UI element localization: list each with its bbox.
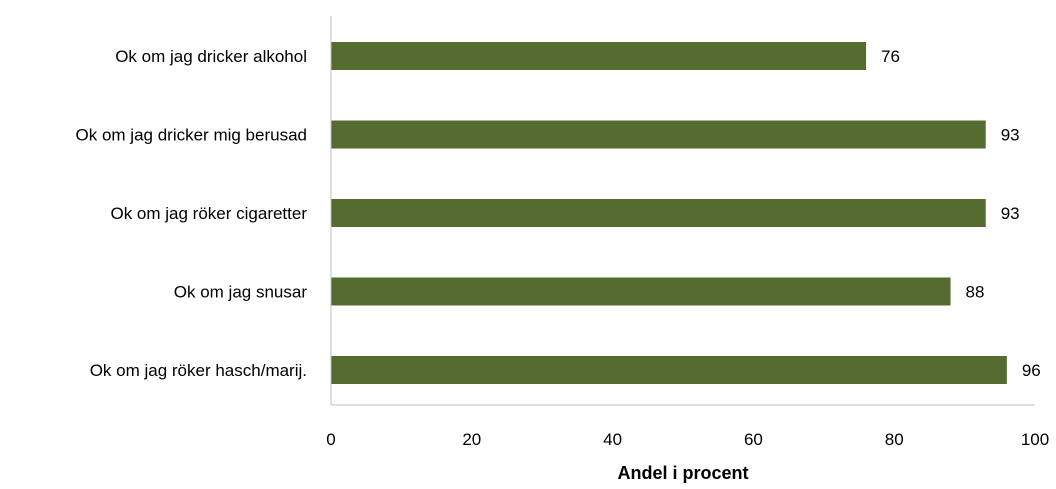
category-label: Ok om jag röker hasch/marij. [90, 361, 307, 380]
data-label: 93 [1001, 204, 1020, 223]
x-tick-label: 80 [885, 430, 904, 449]
x-tick-label: 60 [744, 430, 763, 449]
category-label: Ok om jag dricker mig berusad [76, 126, 307, 145]
data-label: 96 [1022, 361, 1041, 380]
category-label: Ok om jag snusar [174, 283, 308, 302]
x-tick-labels: 0 20 40 60 80 100 [326, 430, 1049, 449]
bar [331, 356, 1007, 384]
data-label: 88 [966, 283, 985, 302]
x-tick-label: 20 [462, 430, 481, 449]
data-labels: 76 93 93 88 96 [881, 47, 1041, 380]
bars-group [331, 42, 1007, 384]
category-labels: Ok om jag dricker alkohol Ok om jag drick… [76, 47, 308, 380]
data-label: 93 [1001, 126, 1020, 145]
bar [331, 42, 867, 70]
category-label: Ok om jag dricker alkohol [115, 47, 307, 66]
x-tick-label: 40 [603, 430, 622, 449]
category-label: Ok om jag röker cigaretter [110, 204, 307, 223]
x-tick-label: 0 [326, 430, 335, 449]
x-axis-title: Andel i procent [617, 463, 748, 483]
x-tick-label: 100 [1021, 430, 1049, 449]
bar [331, 199, 986, 227]
bar [331, 277, 951, 306]
bar [331, 120, 986, 149]
data-label: 76 [881, 47, 900, 66]
